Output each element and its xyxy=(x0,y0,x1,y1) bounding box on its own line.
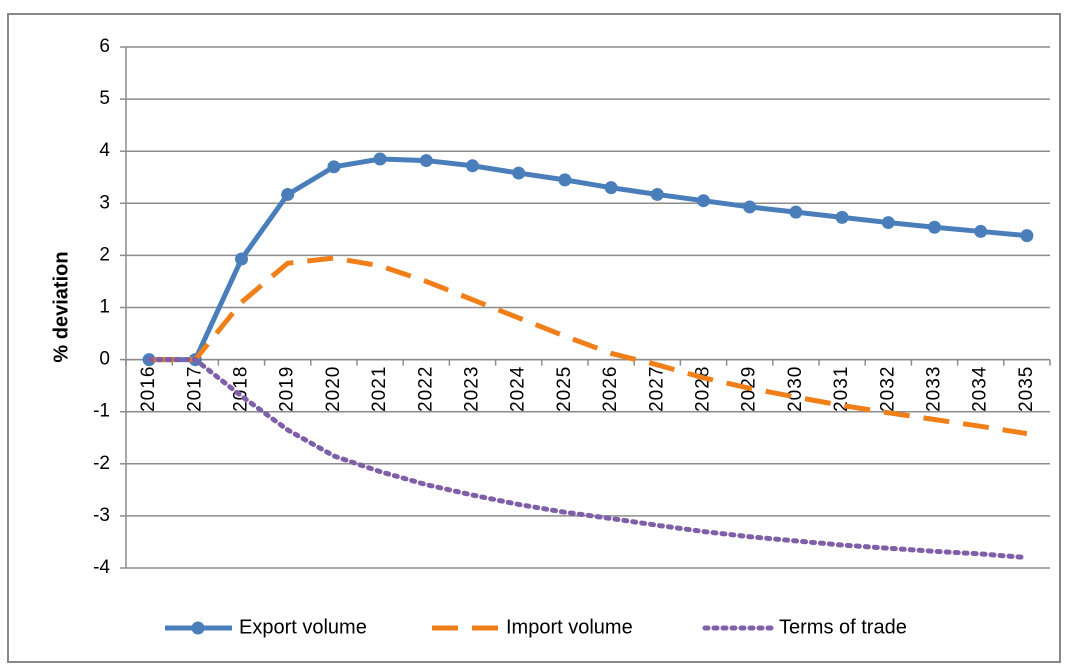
x-tick-label: 2028 xyxy=(693,366,714,412)
x-tick-label: 2023 xyxy=(462,366,483,412)
y-tick-label: 4 xyxy=(99,140,110,161)
legend-marker xyxy=(191,621,205,635)
legend-label: Export volume xyxy=(239,616,367,638)
data-point xyxy=(373,152,387,166)
y-tick-label: 1 xyxy=(99,297,110,318)
legend-label: Terms of trade xyxy=(779,616,907,638)
y-tick-label: 3 xyxy=(99,192,110,213)
data-point xyxy=(419,154,433,168)
data-point xyxy=(697,194,710,208)
data-point xyxy=(650,187,664,201)
y-tick-label: -1 xyxy=(93,401,110,422)
series-line xyxy=(149,255,1028,437)
data-point xyxy=(327,160,341,174)
y-tick-label: 2 xyxy=(99,244,110,265)
data-point xyxy=(974,224,988,238)
y-tick-label: -2 xyxy=(93,453,110,474)
data-point xyxy=(881,216,895,230)
series-line xyxy=(149,156,1028,363)
x-tick-label: 2017 xyxy=(184,366,205,412)
x-tick-label: 2025 xyxy=(554,366,575,412)
x-tick-label: 2020 xyxy=(323,366,344,412)
y-tick-label: -4 xyxy=(93,557,110,578)
data-point xyxy=(558,173,572,187)
x-tick-label: 2021 xyxy=(369,366,390,412)
x-tick-label: 2019 xyxy=(277,366,298,412)
data-point xyxy=(604,181,618,195)
data-point xyxy=(1020,229,1034,243)
data-point xyxy=(466,159,479,173)
y-tick-label: 6 xyxy=(99,36,110,57)
x-tick-label: 2027 xyxy=(646,366,667,412)
y-tick-label: -3 xyxy=(93,505,110,526)
x-tick-label: 2026 xyxy=(600,366,621,412)
data-point xyxy=(235,252,248,266)
x-tick-label: 2033 xyxy=(924,366,945,412)
data-point xyxy=(281,187,295,201)
x-tick-label: 2034 xyxy=(970,366,991,412)
x-tick-label: 2035 xyxy=(1016,366,1037,412)
x-tick-label: 2016 xyxy=(138,366,159,412)
series-line xyxy=(146,357,1030,561)
y-tick-label: 0 xyxy=(99,349,110,370)
x-tick-label: 2031 xyxy=(831,366,852,412)
x-tick-label: 2022 xyxy=(415,366,436,412)
data-point xyxy=(928,220,941,234)
x-tick-label: 2032 xyxy=(877,366,898,412)
x-tick-label: 2030 xyxy=(785,366,806,412)
chart-frame xyxy=(7,13,1061,663)
data-point xyxy=(743,200,757,214)
data-point xyxy=(835,210,849,224)
legend-label: Import volume xyxy=(506,616,633,638)
y-axis-label: % deviation xyxy=(50,251,72,362)
data-point xyxy=(512,166,526,180)
x-tick-label: 2024 xyxy=(508,366,529,412)
y-tick-label: 5 xyxy=(99,88,110,109)
data-point xyxy=(789,205,803,219)
